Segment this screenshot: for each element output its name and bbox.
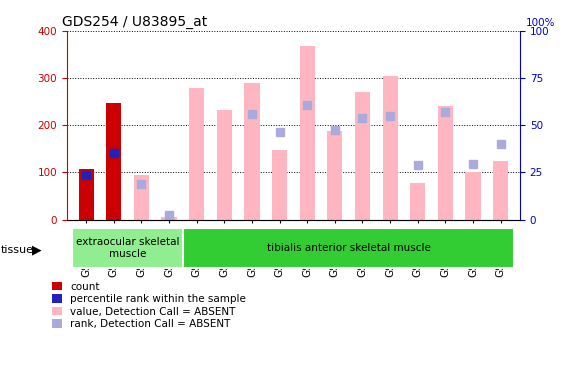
Bar	[134, 175, 149, 220]
Bar	[78, 169, 94, 220]
Bar	[300, 46, 315, 220]
Text: tissue: tissue	[1, 244, 34, 255]
Text: tibialis anterior skeletal muscle: tibialis anterior skeletal muscle	[267, 243, 431, 253]
Bar	[189, 88, 205, 220]
Bar	[355, 92, 370, 220]
Text: ▶: ▶	[32, 243, 42, 256]
Bar	[382, 76, 398, 220]
Bar	[217, 110, 232, 220]
Bar	[183, 228, 514, 268]
Bar	[73, 228, 183, 268]
Bar	[162, 217, 177, 220]
Bar	[272, 150, 287, 220]
Text: 100%: 100%	[526, 18, 555, 28]
Text: GDS254 / U83895_at: GDS254 / U83895_at	[62, 15, 207, 29]
Bar	[106, 103, 121, 220]
Text: extraocular skeletal
muscle: extraocular skeletal muscle	[76, 237, 180, 259]
Bar	[493, 161, 508, 220]
Bar	[465, 172, 480, 220]
Legend: count, percentile rank within the sample, value, Detection Call = ABSENT, rank, : count, percentile rank within the sample…	[52, 281, 246, 329]
Bar	[438, 105, 453, 220]
Bar	[327, 131, 342, 220]
Bar	[245, 83, 260, 220]
Bar	[410, 183, 425, 220]
